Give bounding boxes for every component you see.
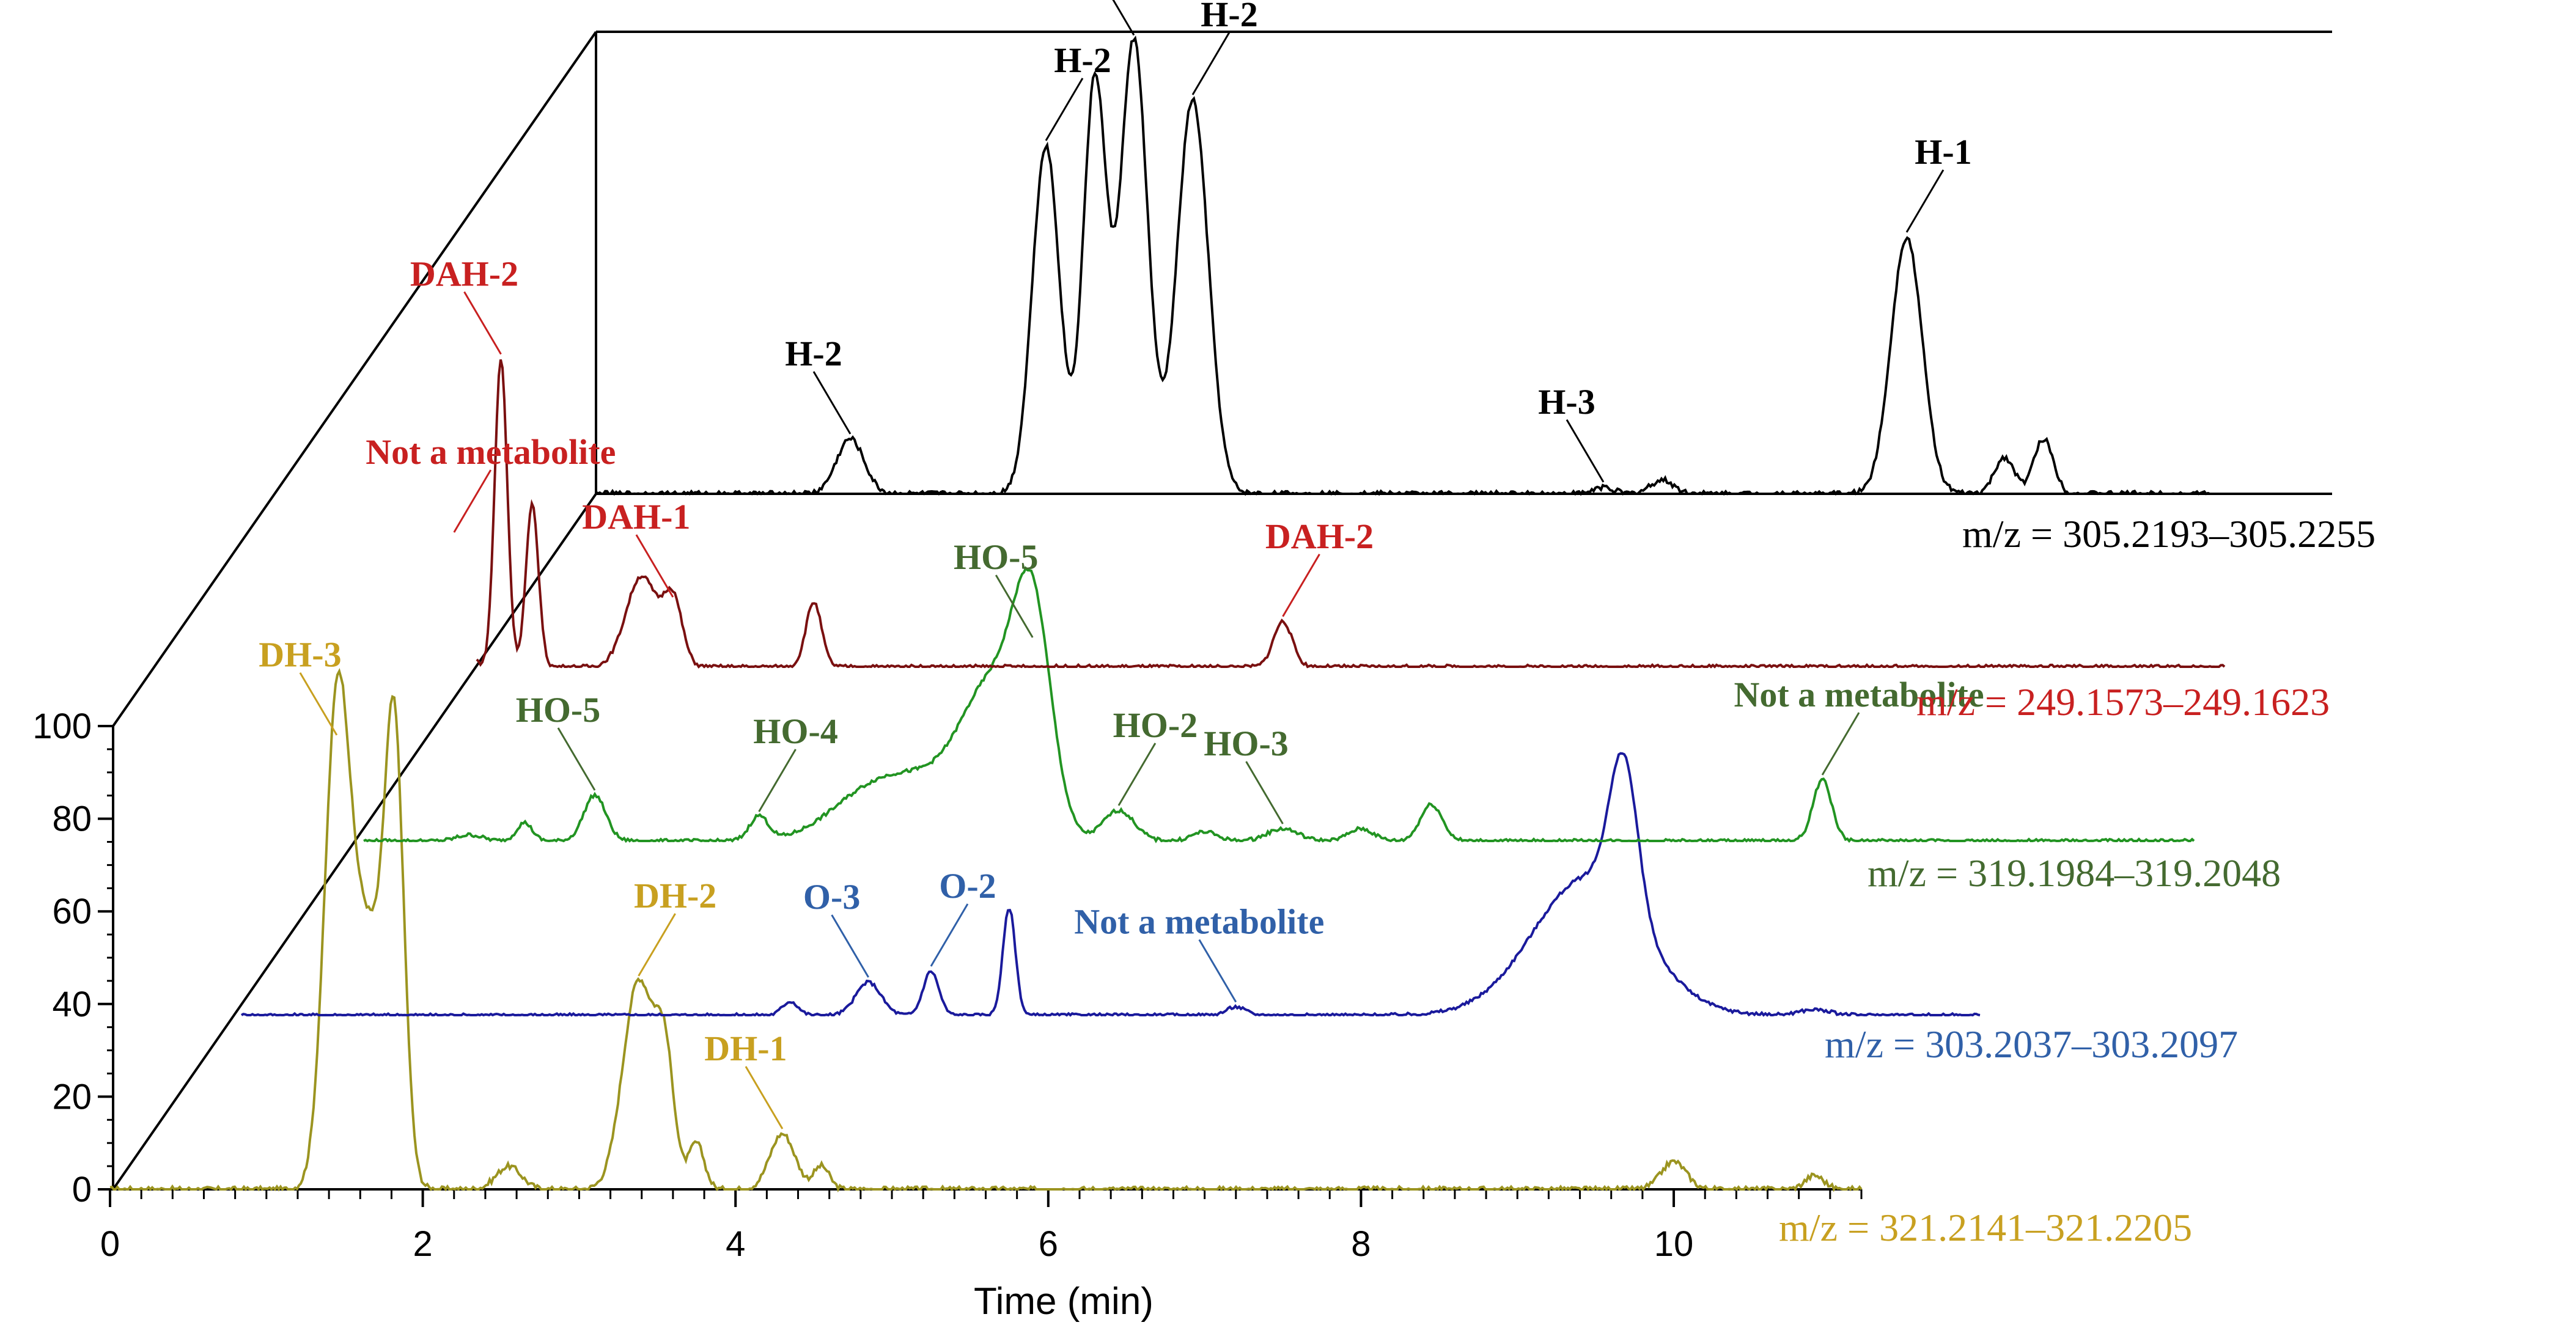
annotation-leader	[635, 534, 674, 598]
trace-line	[363, 566, 2195, 843]
annotation-leader	[1112, 0, 1135, 36]
annotation-leader	[812, 371, 852, 435]
annotation-leader	[638, 913, 676, 977]
y-tick-label: 20	[52, 1077, 92, 1117]
annotation-leader	[758, 749, 797, 812]
annotation-leader	[453, 469, 492, 533]
series-5: m/z = 305.2193–305.2255H-2H-2H-3H-2H-3H-…	[595, 0, 2375, 556]
peak-annotation: HO-4	[753, 711, 838, 751]
x-tick-label: 10	[1654, 1224, 1694, 1264]
y-tick-label: 40	[52, 985, 92, 1024]
y-tick-label: 0	[72, 1170, 92, 1209]
depth-line-top	[112, 31, 597, 727]
peak-annotation: H-1	[1915, 132, 1971, 172]
series-label: m/z = 305.2193–305.2255	[1962, 512, 2375, 556]
annotation-leader	[1566, 419, 1605, 483]
annotation-leader	[299, 672, 338, 736]
peak-annotation: DH-2	[634, 876, 716, 916]
x-axis-label: Time (min)	[974, 1280, 1154, 1323]
peak-annotation: HO-5	[516, 690, 601, 730]
series-label: m/z = 321.2141–321.2205	[1779, 1206, 2192, 1249]
y-tick-label: 100	[32, 707, 92, 746]
annotation-leader	[1905, 169, 1945, 233]
annotation-leader	[1282, 554, 1320, 617]
series-3: m/z = 319.1984–319.2048 HO-5 HO-4 HO-5 HO-2 H…	[363, 537, 2281, 895]
trace-line	[240, 752, 1981, 1017]
peak-annotation: DH-3	[259, 635, 341, 675]
peak-annotation: DAH-1	[582, 497, 690, 537]
y-tick-label: 80	[52, 799, 92, 839]
annotation-leader	[930, 903, 969, 967]
series-label: m/z = 319.1984–319.2048	[1868, 851, 2281, 895]
series-label: m/z = 303.2037–303.2097	[1825, 1022, 2238, 1066]
peak-annotation: H-2	[1201, 0, 1257, 34]
series-1: m/z = 321.2141–321.2205 DH-3 DH-2 DH-1	[109, 635, 2192, 1249]
annotation-leader	[1198, 939, 1237, 1003]
peak-annotation: O-3	[803, 877, 860, 917]
peak-annotation: HO-5	[954, 537, 1039, 577]
series-label: m/z = 249.1573–249.1623	[1916, 680, 2330, 724]
x-tick-label: 0	[100, 1224, 120, 1264]
peak-annotation: O-2	[939, 866, 996, 906]
peak-annotation: HO-3	[1204, 724, 1289, 763]
axes	[112, 726, 1861, 1191]
series-2: m/z = 303.2037–303.2097 O-3 O-2 Not a metab…	[240, 752, 2238, 1066]
x-tick-label: 4	[726, 1224, 745, 1264]
annotation-leader	[831, 914, 869, 978]
annotation-leader	[745, 1066, 784, 1129]
peak-annotation: DH-1	[704, 1029, 787, 1068]
peak-annotation: H-2	[1054, 40, 1111, 80]
annotation-leader	[557, 727, 596, 791]
annotation-leader	[1245, 761, 1284, 824]
peak-annotation: H-2	[785, 334, 842, 373]
peak-annotation: Not a metabolite	[1074, 902, 1324, 942]
trace-line	[109, 668, 1863, 1193]
x-tick-label: 8	[1351, 1224, 1371, 1264]
peak-annotation: H-3	[1538, 382, 1595, 422]
trace-line	[595, 35, 2212, 496]
y-tick-label: 60	[52, 892, 92, 931]
annotation-leader	[1117, 743, 1157, 806]
x-tick-label: 2	[413, 1224, 432, 1264]
annotation-leader	[1191, 32, 1231, 95]
series-4: m/z = 249.1573–249.1623 DAH-2 Not a metabo…	[366, 254, 2330, 724]
peak-annotation: HO-2	[1113, 705, 1198, 745]
peak-annotation: Not a metabolite	[366, 432, 616, 472]
annotation-leader	[995, 574, 1034, 638]
peak-annotation: Not a metabolite	[1734, 675, 1984, 714]
annotation-leader	[1045, 78, 1084, 141]
annotation-leader	[463, 291, 502, 355]
trace-line	[476, 359, 2226, 669]
peak-annotation: DAH-2	[1265, 516, 1374, 556]
peak-annotation: DAH-2	[410, 254, 518, 294]
annotation-leader	[1821, 712, 1860, 776]
x-tick-label: 6	[1039, 1224, 1058, 1264]
